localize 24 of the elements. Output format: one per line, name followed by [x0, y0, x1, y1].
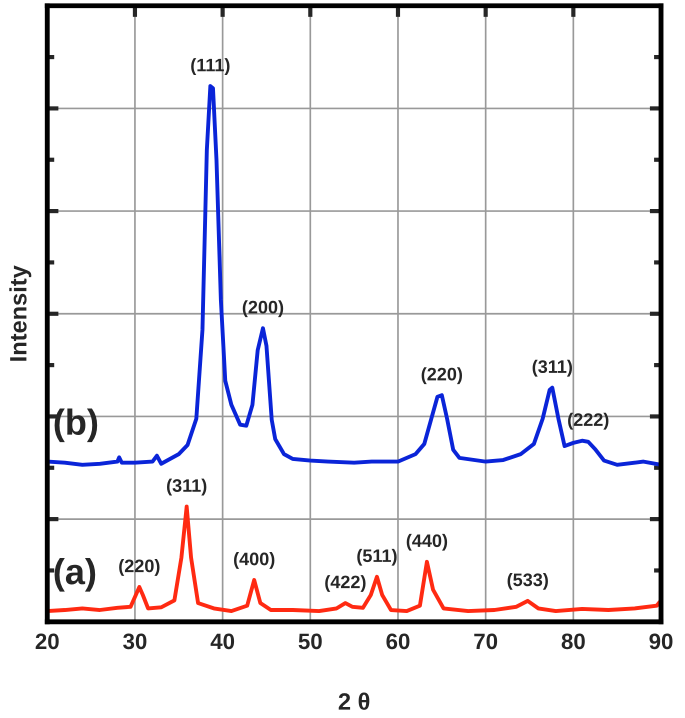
x-tick-label: 90	[649, 633, 672, 650]
annotation: (311)	[532, 360, 572, 377]
x-tick-label: 70	[474, 633, 498, 650]
x-tick-label: 30	[123, 633, 146, 650]
annotation: (222)	[568, 412, 608, 430]
x-tick-label: 20	[36, 633, 59, 650]
annotation: (511)	[357, 548, 397, 566]
x-tick-label: 50	[298, 633, 322, 650]
x-tick-label: 60	[386, 633, 410, 650]
x-axis-title: 2 θ	[338, 692, 370, 710]
x-tick-label: 40	[210, 633, 234, 650]
x-tick-label: 80	[562, 633, 585, 650]
y-axis-title: Intensity	[9, 265, 32, 361]
annotation: (200)	[242, 300, 284, 318]
annotation: (220)	[119, 559, 160, 576]
annotation: (440)	[406, 534, 448, 551]
annotation: (533)	[508, 572, 548, 590]
annotation: (422)	[325, 575, 366, 592]
annotation: (400)	[234, 552, 274, 569]
annotation: (220)	[422, 367, 462, 384]
annotation: (311)	[167, 478, 206, 496]
series-label: (b)	[54, 408, 98, 442]
series-label: (a)	[54, 558, 96, 592]
annotation: (111)	[191, 58, 230, 75]
